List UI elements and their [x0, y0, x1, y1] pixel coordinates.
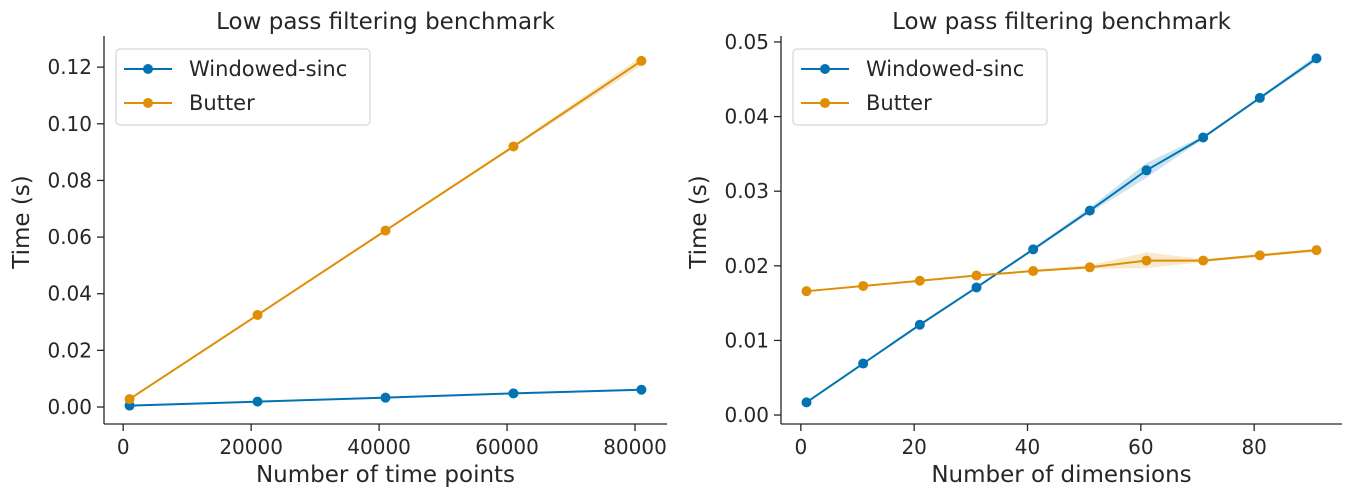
chart-title: Low pass filtering benchmark — [892, 9, 1231, 35]
y-tick-label: 0.02 — [47, 338, 92, 362]
data-point — [636, 384, 647, 395]
legend-marker — [820, 98, 830, 108]
x-tick-label: 60 — [1128, 435, 1153, 459]
data-point — [801, 286, 812, 297]
legend-label: Windowed-sinc — [189, 57, 347, 81]
data-point — [636, 55, 647, 66]
data-point — [1028, 244, 1039, 255]
x-tick-label: 60000 — [475, 435, 539, 459]
data-point — [801, 397, 812, 408]
y-tick-label: 0.05 — [724, 30, 769, 54]
data-point — [1254, 250, 1265, 261]
legend-label: Butter — [189, 91, 255, 115]
chart-time-points: Low pass filtering benchmark Number of t… — [9, 9, 667, 488]
legend-label: Butter — [866, 91, 932, 115]
y-tick-label: 0.03 — [724, 179, 769, 203]
y-tick-label: 0.00 — [47, 395, 92, 419]
x-tick-label: 40000 — [347, 435, 411, 459]
legend-marker — [143, 64, 153, 74]
x-tick-label: 80 — [1241, 435, 1266, 459]
x-tick-label: 0 — [117, 435, 130, 459]
x-tick-label: 20000 — [219, 435, 283, 459]
series-ci-band — [806, 248, 1317, 292]
data-point — [914, 275, 925, 286]
legend-box — [792, 48, 1048, 126]
data-point — [252, 396, 263, 407]
data-point — [252, 309, 263, 320]
legend-label: Windowed-sinc — [866, 57, 1024, 81]
y-tick-label: 0.06 — [47, 225, 92, 249]
series-line — [806, 249, 1317, 293]
data-point — [1141, 165, 1152, 176]
data-point — [914, 319, 925, 330]
legend-marker — [820, 64, 830, 74]
data-point — [1198, 255, 1209, 266]
y-tick-label: 0.01 — [724, 328, 769, 352]
data-point — [380, 225, 391, 236]
series-line — [805, 57, 1318, 404]
y-axis-label: Time (s) — [9, 175, 35, 270]
x-tick-label: 80000 — [603, 435, 667, 459]
data-point — [1254, 92, 1265, 103]
y-tick-label: 0.08 — [47, 168, 92, 192]
data-point — [508, 141, 519, 152]
y-tick-label: 0.12 — [47, 55, 92, 79]
data-point — [1198, 132, 1209, 143]
chart-title: Low pass filtering benchmark — [216, 9, 555, 35]
x-tick-label: 40 — [1015, 435, 1040, 459]
data-point — [858, 280, 869, 291]
data-point — [971, 282, 982, 293]
x-tick-label: 20 — [901, 435, 926, 459]
data-point — [1084, 262, 1095, 273]
chart-dimensions: Low pass filtering benchmark Number of d… — [686, 9, 1342, 488]
data-point — [971, 270, 982, 281]
data-point — [1084, 205, 1095, 216]
data-point — [1311, 53, 1322, 64]
y-axis-label: Time (s) — [686, 175, 712, 270]
data-point — [858, 358, 869, 369]
y-tick-label: 0.04 — [724, 105, 769, 129]
y-tick-label: 0.02 — [724, 254, 769, 278]
x-tick-label: 0 — [794, 435, 807, 459]
x-axis-label: Number of dimensions — [931, 462, 1191, 488]
legend-box — [115, 48, 371, 126]
data-point — [124, 394, 135, 405]
x-axis-label: Number of time points — [256, 462, 515, 488]
y-tick-label: 0.04 — [47, 282, 92, 306]
data-point — [508, 388, 519, 399]
y-tick-label: 0.00 — [724, 403, 769, 427]
data-point — [1141, 255, 1152, 266]
legend-marker — [143, 98, 153, 108]
data-point — [1311, 245, 1322, 256]
y-tick-label: 0.10 — [47, 112, 92, 136]
data-point — [1028, 266, 1039, 277]
data-point — [380, 392, 391, 403]
